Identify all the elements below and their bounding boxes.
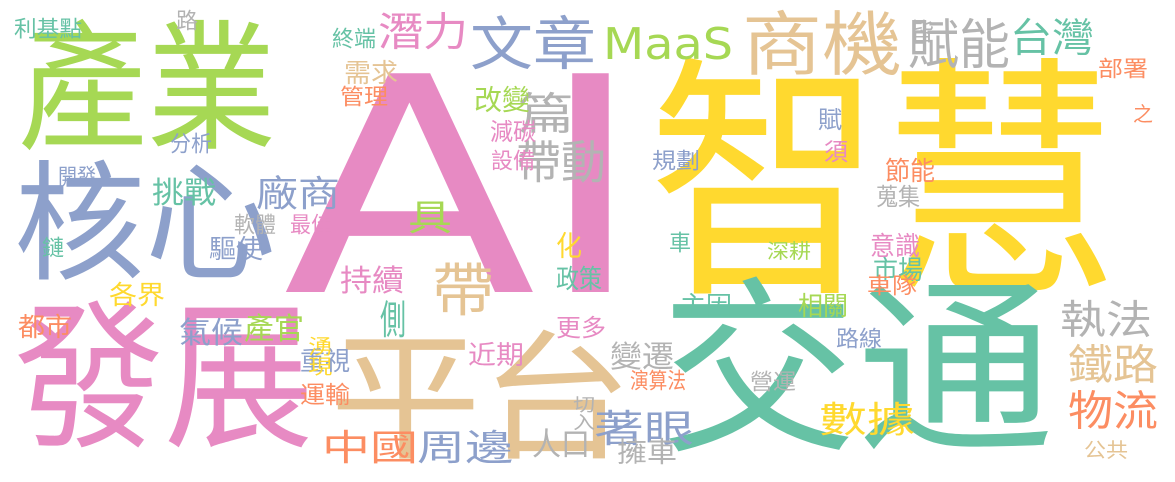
word-hexin: 核心 <box>14 148 276 301</box>
word-chanye: 產業 <box>18 7 276 172</box>
word-lu: 路 <box>176 8 198 34</box>
word-wuliu: 物流 <box>1068 386 1158 436</box>
word-tiaozhan: 挑戰 <box>152 175 216 211</box>
word-che: 車 <box>669 230 691 256</box>
word-yingyun: 營運 <box>750 369 796 395</box>
word-yongxian: 湧現 <box>304 336 333 376</box>
word-fazhan: 發展 <box>14 285 314 473</box>
word-pian: 篇 <box>518 88 574 140</box>
word-yunshu: 運輸 <box>300 380 350 409</box>
word-jinqi: 近期 <box>468 339 524 371</box>
word-chedui: 車隊 <box>867 273 917 299</box>
word-gejie: 各界 <box>109 279 165 311</box>
word-zhongshi: 重視 <box>300 345 350 377</box>
word-zhengce: 政策 <box>556 263 602 295</box>
word-qieru: 切入 <box>569 395 595 431</box>
word-jiantan: 減碳 <box>490 117 536 146</box>
word-wenzhang: 文章 <box>470 10 596 79</box>
word-chanquan: 產官 <box>244 311 304 347</box>
word-shebei: 設備 <box>491 148 535 174</box>
word-daidong: 帶動 <box>516 135 606 190</box>
word-zhongguo: 中國 <box>322 426 418 469</box>
word-qihou: 氣候 <box>179 315 243 351</box>
word-ruanti: 軟體 <box>234 212 276 238</box>
word-yansuanfa: 演算法 <box>630 368 687 394</box>
word-souji: 蒐集 <box>876 182 920 211</box>
word-fenxi: 分析 <box>170 131 212 157</box>
word-bushu: 部署 <box>1098 56 1148 82</box>
word-shangji: 商機 <box>742 3 902 86</box>
word-maas: MaaS <box>603 18 734 70</box>
word-guanli: 管理 <box>340 84 388 110</box>
word-chixu: 持續 <box>340 263 404 299</box>
word-zhuyin: 主因 <box>680 290 732 322</box>
word-shuju: 數據 <box>819 398 915 441</box>
word-luxian: 路線 <box>836 326 882 352</box>
word-xuqiu: 需求 <box>344 57 398 89</box>
word-dushi: 都市 <box>18 311 72 343</box>
word-pingtai: 平台 <box>330 317 632 482</box>
word-dai: 帶 <box>432 256 494 325</box>
word-taiwan: 台灣 <box>1010 14 1094 62</box>
word-jieneng: 節能 <box>885 155 935 187</box>
word-lian: 鏈 <box>42 235 64 261</box>
word-lijidian: 利基點 <box>14 16 83 42</box>
word-gaibian: 改變 <box>474 83 530 117</box>
word-zhi: 之 <box>1133 102 1153 126</box>
word-renkou: 人口 <box>532 425 590 463</box>
word-tielu: 鐵路 <box>1068 340 1158 390</box>
word-yishi: 意識 <box>870 230 920 262</box>
word-zhifa: 執法 <box>1060 296 1152 344</box>
word-xu: 須 <box>824 137 848 166</box>
word-zhongduan: 終端 <box>332 26 376 52</box>
word-ce: 側 <box>380 296 406 344</box>
word-changshang: 廠商 <box>256 172 340 215</box>
word-shengeng: 深耕 <box>767 239 811 263</box>
word-zhihui: 智慧 <box>648 34 1118 335</box>
word-fu: 賦 <box>818 105 842 134</box>
word-zhoubian: 周邊 <box>417 426 513 469</box>
word-gengduo: 更多 <box>556 313 606 342</box>
word-qianli: 潛力 <box>378 8 468 56</box>
word-xiangguan: 相關 <box>798 290 848 322</box>
word-qushi: 驅使 <box>209 233 263 265</box>
word-shichang: 市場 <box>873 254 923 286</box>
word-gonggong: 公共 <box>1084 438 1128 462</box>
word-hua: 化 <box>556 229 582 263</box>
word-bianqian: 變遷 <box>610 339 674 375</box>
word-ju: 具 <box>408 196 452 239</box>
word-zhuoyan: 著眼 <box>594 406 694 452</box>
word-guihua: 規劃 <box>652 148 700 174</box>
word-funeng: 賦能 <box>908 13 1010 77</box>
word-jiaotong: 交通 <box>660 261 1054 482</box>
word-zuijia: 最佳 <box>290 212 332 238</box>
word-jie: 皆 <box>910 17 934 46</box>
word-yongche: 擁車 <box>617 435 677 469</box>
word-ai: AI <box>283 13 645 364</box>
word-kaifa: 開發 <box>58 164 96 190</box>
